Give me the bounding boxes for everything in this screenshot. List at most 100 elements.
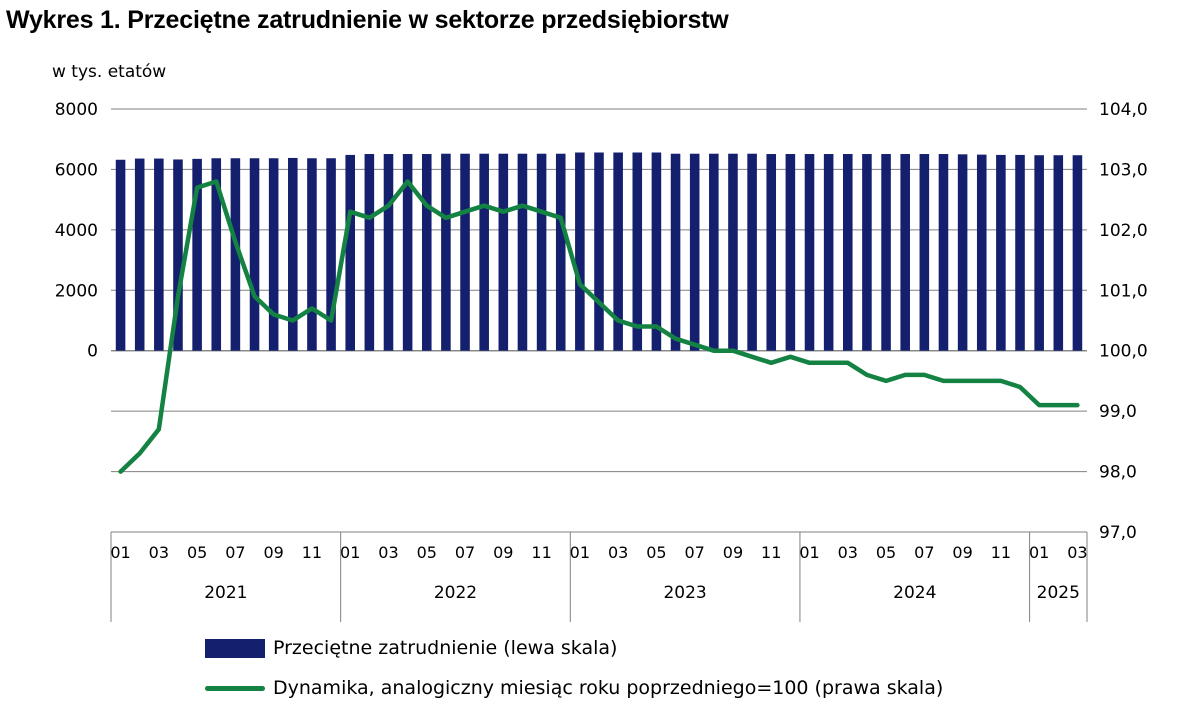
employment-bar	[843, 154, 853, 351]
month-tick-label: 03	[838, 543, 858, 562]
employment-bar	[862, 154, 872, 351]
month-tick-label: 01	[340, 543, 360, 562]
employment-bar	[115, 159, 126, 351]
month-tick-label: 03	[378, 543, 398, 562]
month-tick-label: 01	[110, 543, 130, 562]
employment-bar	[709, 153, 719, 351]
employment-bar	[536, 153, 547, 351]
employment-bar	[900, 154, 910, 351]
employment-bar	[575, 152, 585, 351]
employment-bar	[555, 153, 566, 351]
employment-bar	[613, 152, 623, 351]
employment-bar	[996, 154, 1006, 351]
year-label: 2023	[663, 583, 706, 603]
employment-bar	[307, 158, 317, 351]
employment-bar	[957, 154, 968, 351]
employment-bar	[326, 158, 336, 351]
month-tick-label: 11	[991, 543, 1011, 562]
month-tick-label: 07	[455, 543, 475, 562]
month-tick-label: 11	[302, 543, 322, 562]
month-tick-label: 03	[149, 543, 169, 562]
chart-legend: Przeciętne zatrudnienie (lewa skala) Dyn…	[205, 628, 943, 708]
employment-bar	[134, 158, 145, 351]
month-tick-label: 09	[723, 543, 743, 562]
employment-bar	[364, 154, 375, 351]
month-tick-label: 11	[761, 543, 781, 562]
employment-bar	[192, 158, 202, 351]
employment-bar	[881, 154, 891, 351]
employment-bar	[728, 153, 738, 351]
employment-bar	[479, 153, 489, 351]
month-tick-label: 11	[531, 543, 551, 562]
right-axis-tick-label: 100,0	[1099, 342, 1148, 362]
legend-bar-swatch	[205, 638, 265, 658]
month-tick-label: 07	[225, 543, 245, 562]
employment-bar	[632, 152, 643, 351]
employment-bar	[441, 153, 451, 351]
employment-bar	[823, 154, 834, 351]
right-axis-tick-label: 101,0	[1099, 281, 1148, 301]
month-tick-label: 03	[1067, 543, 1087, 562]
employment-bar	[594, 152, 604, 351]
employment-bar	[421, 154, 432, 351]
month-tick-label: 09	[493, 543, 513, 562]
month-tick-label: 07	[914, 543, 934, 562]
employment-bar	[402, 154, 413, 351]
employment-bar	[747, 153, 757, 351]
employment-bar	[1053, 155, 1064, 351]
employment-bar	[938, 154, 949, 351]
right-axis-tick-label: 102,0	[1099, 221, 1148, 241]
left-axis-tick-label: 8000	[55, 100, 98, 120]
employment-bar	[1034, 155, 1044, 351]
employment-bar	[670, 153, 681, 351]
employment-bar	[785, 154, 796, 351]
year-label: 2022	[434, 583, 477, 603]
month-tick-label: 05	[646, 543, 666, 562]
year-label: 2025	[1037, 583, 1080, 603]
employment-bar	[804, 154, 815, 351]
employment-bar	[460, 153, 470, 351]
right-axis-tick-label: 103,0	[1099, 160, 1148, 180]
employment-bar	[689, 153, 700, 351]
right-axis-tick-label: 99,0	[1099, 402, 1137, 422]
left-axis-tick-label: 0	[87, 342, 98, 362]
employment-bar	[249, 158, 260, 351]
legend-item-bars: Przeciętne zatrudnienie (lewa skala)	[205, 628, 943, 668]
left-axis-tick-label: 6000	[55, 160, 98, 180]
employment-bar	[766, 154, 777, 351]
right-axis-tick-label: 97,0	[1099, 523, 1137, 543]
month-tick-label: 09	[263, 543, 283, 562]
month-tick-label: 03	[608, 543, 628, 562]
month-tick-label: 01	[799, 543, 819, 562]
employment-bar	[517, 153, 528, 351]
employment-bar	[976, 154, 987, 351]
left-axis-unit-label: w tys. etatów	[52, 62, 167, 82]
employment-bar	[1072, 155, 1083, 351]
employment-bar	[230, 158, 241, 351]
employment-bar	[498, 153, 509, 351]
employment-bar	[1015, 154, 1025, 351]
month-tick-label: 09	[952, 543, 972, 562]
legend-item-line: Dynamika, analogiczny miesiąc roku poprz…	[205, 668, 943, 708]
month-tick-label: 05	[417, 543, 437, 562]
legend-line-label: Dynamika, analogiczny miesiąc roku poprz…	[273, 677, 944, 699]
month-tick-label: 05	[187, 543, 207, 562]
employment-chart: 8000 6000 4000 2000 0 104,0 103,0 102,0 101,0 100…	[55, 100, 1148, 622]
legend-bar-label: Przeciętne zatrudnienie (lewa skala)	[273, 637, 618, 659]
employment-bar	[268, 158, 279, 351]
year-label: 2024	[893, 583, 936, 603]
employment-bar	[919, 154, 930, 351]
dynamics-line	[118, 179, 1080, 474]
left-axis-tick-label: 2000	[55, 281, 98, 301]
month-tick-label: 07	[685, 543, 705, 562]
employment-bar	[288, 157, 298, 351]
chart-title: Wykres 1. Przeciętne zatrudnienie w sekt…	[6, 6, 729, 34]
right-axis-tick-label: 104,0	[1099, 100, 1148, 120]
month-tick-label: 01	[1029, 543, 1049, 562]
year-label: 2021	[204, 583, 247, 603]
employment-bar	[651, 152, 662, 351]
employment-bar	[383, 154, 394, 351]
employment-bar	[154, 158, 164, 351]
employment-bar	[211, 158, 222, 351]
right-axis-tick-label: 98,0	[1099, 463, 1137, 483]
